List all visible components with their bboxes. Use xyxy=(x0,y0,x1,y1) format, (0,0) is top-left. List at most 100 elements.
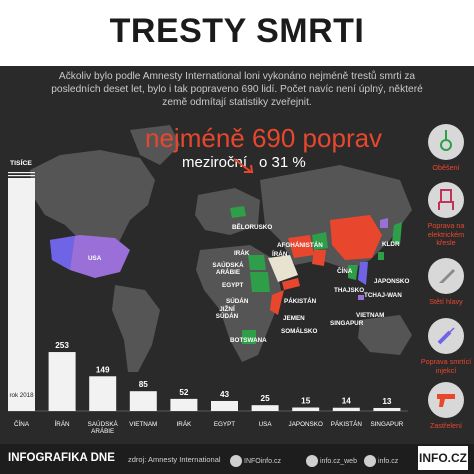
map-label-somalsko: SOMÁLSKO xyxy=(281,328,318,335)
category-label: SAÚDSKÁ xyxy=(88,419,119,428)
instagram-link[interactable]: info.cz xyxy=(364,455,398,467)
category-label: ARÁBIE xyxy=(91,426,114,435)
bar xyxy=(251,405,279,411)
category-label: SINGAPUR xyxy=(370,421,403,428)
world-map xyxy=(30,125,412,372)
method-noose: Oběšení xyxy=(418,124,474,173)
knife-icon xyxy=(428,258,464,294)
method-injection: Poprava smrtící injekcí xyxy=(418,318,474,375)
map-belarus xyxy=(230,206,246,218)
map-label-vietnam: VIETNAM xyxy=(356,312,385,319)
map-greenland xyxy=(130,125,180,165)
map-thailand xyxy=(348,265,358,280)
map-label-iran: ÍRÁN xyxy=(272,251,288,258)
category-label: EGYPT xyxy=(214,421,235,428)
map-label-jizni-sudan: JIŽNÍ SÚDÁN xyxy=(215,306,239,320)
map-north-america xyxy=(30,150,155,260)
method-label: Zastřelení xyxy=(430,421,462,430)
category-label: PÁKISTÁN xyxy=(331,419,363,428)
facebook-handle: INFOinfo.cz xyxy=(244,457,281,465)
twitter-handle: info.cz_web xyxy=(320,457,357,465)
bar xyxy=(89,376,117,411)
map-south-america xyxy=(112,285,160,372)
down-arrow-icon xyxy=(233,158,254,173)
map-label-cina: ČÍNA xyxy=(337,268,353,275)
page-title: TRESTY SMRTI xyxy=(109,12,365,50)
map-label-egypt: EGYPT xyxy=(222,282,244,289)
map-label-thajsko: THAJSKO xyxy=(334,287,365,294)
map-afghanistan xyxy=(312,232,328,250)
bar-value-label: 52 xyxy=(179,388,189,397)
map-taiwan xyxy=(378,252,384,260)
bar xyxy=(170,398,198,411)
first-bar-note: rok 2018 xyxy=(9,392,34,399)
map-sudan xyxy=(250,272,270,292)
category-label: VIETNAM xyxy=(129,421,157,428)
method-label: Oběšení xyxy=(432,163,460,172)
map-vietnam xyxy=(358,262,368,285)
map-label-kldr: KLDR xyxy=(382,241,400,248)
twitter-icon xyxy=(306,455,318,467)
bar xyxy=(292,407,320,411)
method-beheading: Stětí hlavy xyxy=(418,258,474,307)
map-label-belorusko: BĚLORUSKO xyxy=(232,224,273,231)
category-label: ÍRÁN xyxy=(55,419,70,428)
map-saudi xyxy=(268,255,298,282)
map-yemen xyxy=(282,278,300,290)
method-shooting: Zastřelení xyxy=(418,382,474,431)
category-label: USA xyxy=(259,421,273,428)
twitter-link[interactable]: info.cz_web xyxy=(306,455,357,467)
method-label: Poprava na elektrickém křesle xyxy=(427,221,465,247)
bar-value-label: 85 xyxy=(139,380,149,389)
bar xyxy=(332,407,360,411)
yoy-label: meziroční xyxy=(182,154,248,171)
bar-value-label: 14 xyxy=(342,397,352,406)
bar-value-label: 13 xyxy=(382,397,392,406)
headline-total: nejméně 690 poprav xyxy=(145,123,383,153)
category-label: ČÍNA xyxy=(14,419,30,428)
map-botswana xyxy=(242,330,256,344)
map-label-japonsko: JAPONSKO xyxy=(374,278,410,285)
map-label-saudska: SAÚDSKÁ ARÁBIE xyxy=(212,262,244,276)
map-pakistan xyxy=(312,250,326,266)
bar xyxy=(129,391,157,411)
facebook-link[interactable]: INFOinfo.cz xyxy=(230,455,281,467)
map-label-jemen: JEMEN xyxy=(283,315,305,322)
map-iran xyxy=(288,235,314,258)
map-egypt xyxy=(248,255,266,270)
bar-value-label: 25 xyxy=(261,394,271,403)
map-label-usa: USA xyxy=(88,255,102,262)
map-singapore xyxy=(358,295,364,300)
header-band xyxy=(0,0,474,66)
category-label: JAPONSKO xyxy=(289,421,323,428)
info-cz-logo: INFO.CZ xyxy=(418,446,468,470)
noose-icon xyxy=(428,124,464,160)
instagram-icon xyxy=(364,455,376,467)
bar-value-label: 43 xyxy=(220,390,230,399)
map-somalia xyxy=(270,290,284,315)
map-china xyxy=(330,215,382,260)
map-label-tchaj-wan: TCHAJ-WAN xyxy=(364,292,402,299)
map-label-afghanistan: AFGHÁNISTÁN xyxy=(277,242,323,249)
instagram-handle: info.cz xyxy=(378,457,399,465)
map-australia xyxy=(358,315,412,355)
bar xyxy=(373,407,401,411)
method-electric-chair: Poprava na elektrickém křesle xyxy=(418,182,474,248)
electric-chair-icon xyxy=(428,182,464,218)
facebook-icon xyxy=(230,455,242,467)
method-label: Poprava smrtící injekcí xyxy=(420,357,472,375)
map-kldr xyxy=(380,218,388,228)
footer-brand: INFOGRAFIKA DNE xyxy=(8,452,115,464)
map-europe xyxy=(195,188,260,235)
intro-text: Ačkoliv bylo podle Amnesty International… xyxy=(51,71,423,108)
syringe-icon xyxy=(428,318,464,354)
map-label-sudan: SÚDÁN xyxy=(226,298,249,305)
pistol-icon xyxy=(428,382,464,418)
map-label-irak: IRÁK xyxy=(234,250,250,257)
bar xyxy=(211,400,238,411)
method-label: Stětí hlavy xyxy=(429,297,463,306)
yoy-value: o 31 % xyxy=(259,154,306,171)
category-label: IRÁK xyxy=(177,419,192,428)
map-label-botswana: BOTSWANA xyxy=(230,337,267,344)
bar-value-label: 15 xyxy=(301,397,311,406)
